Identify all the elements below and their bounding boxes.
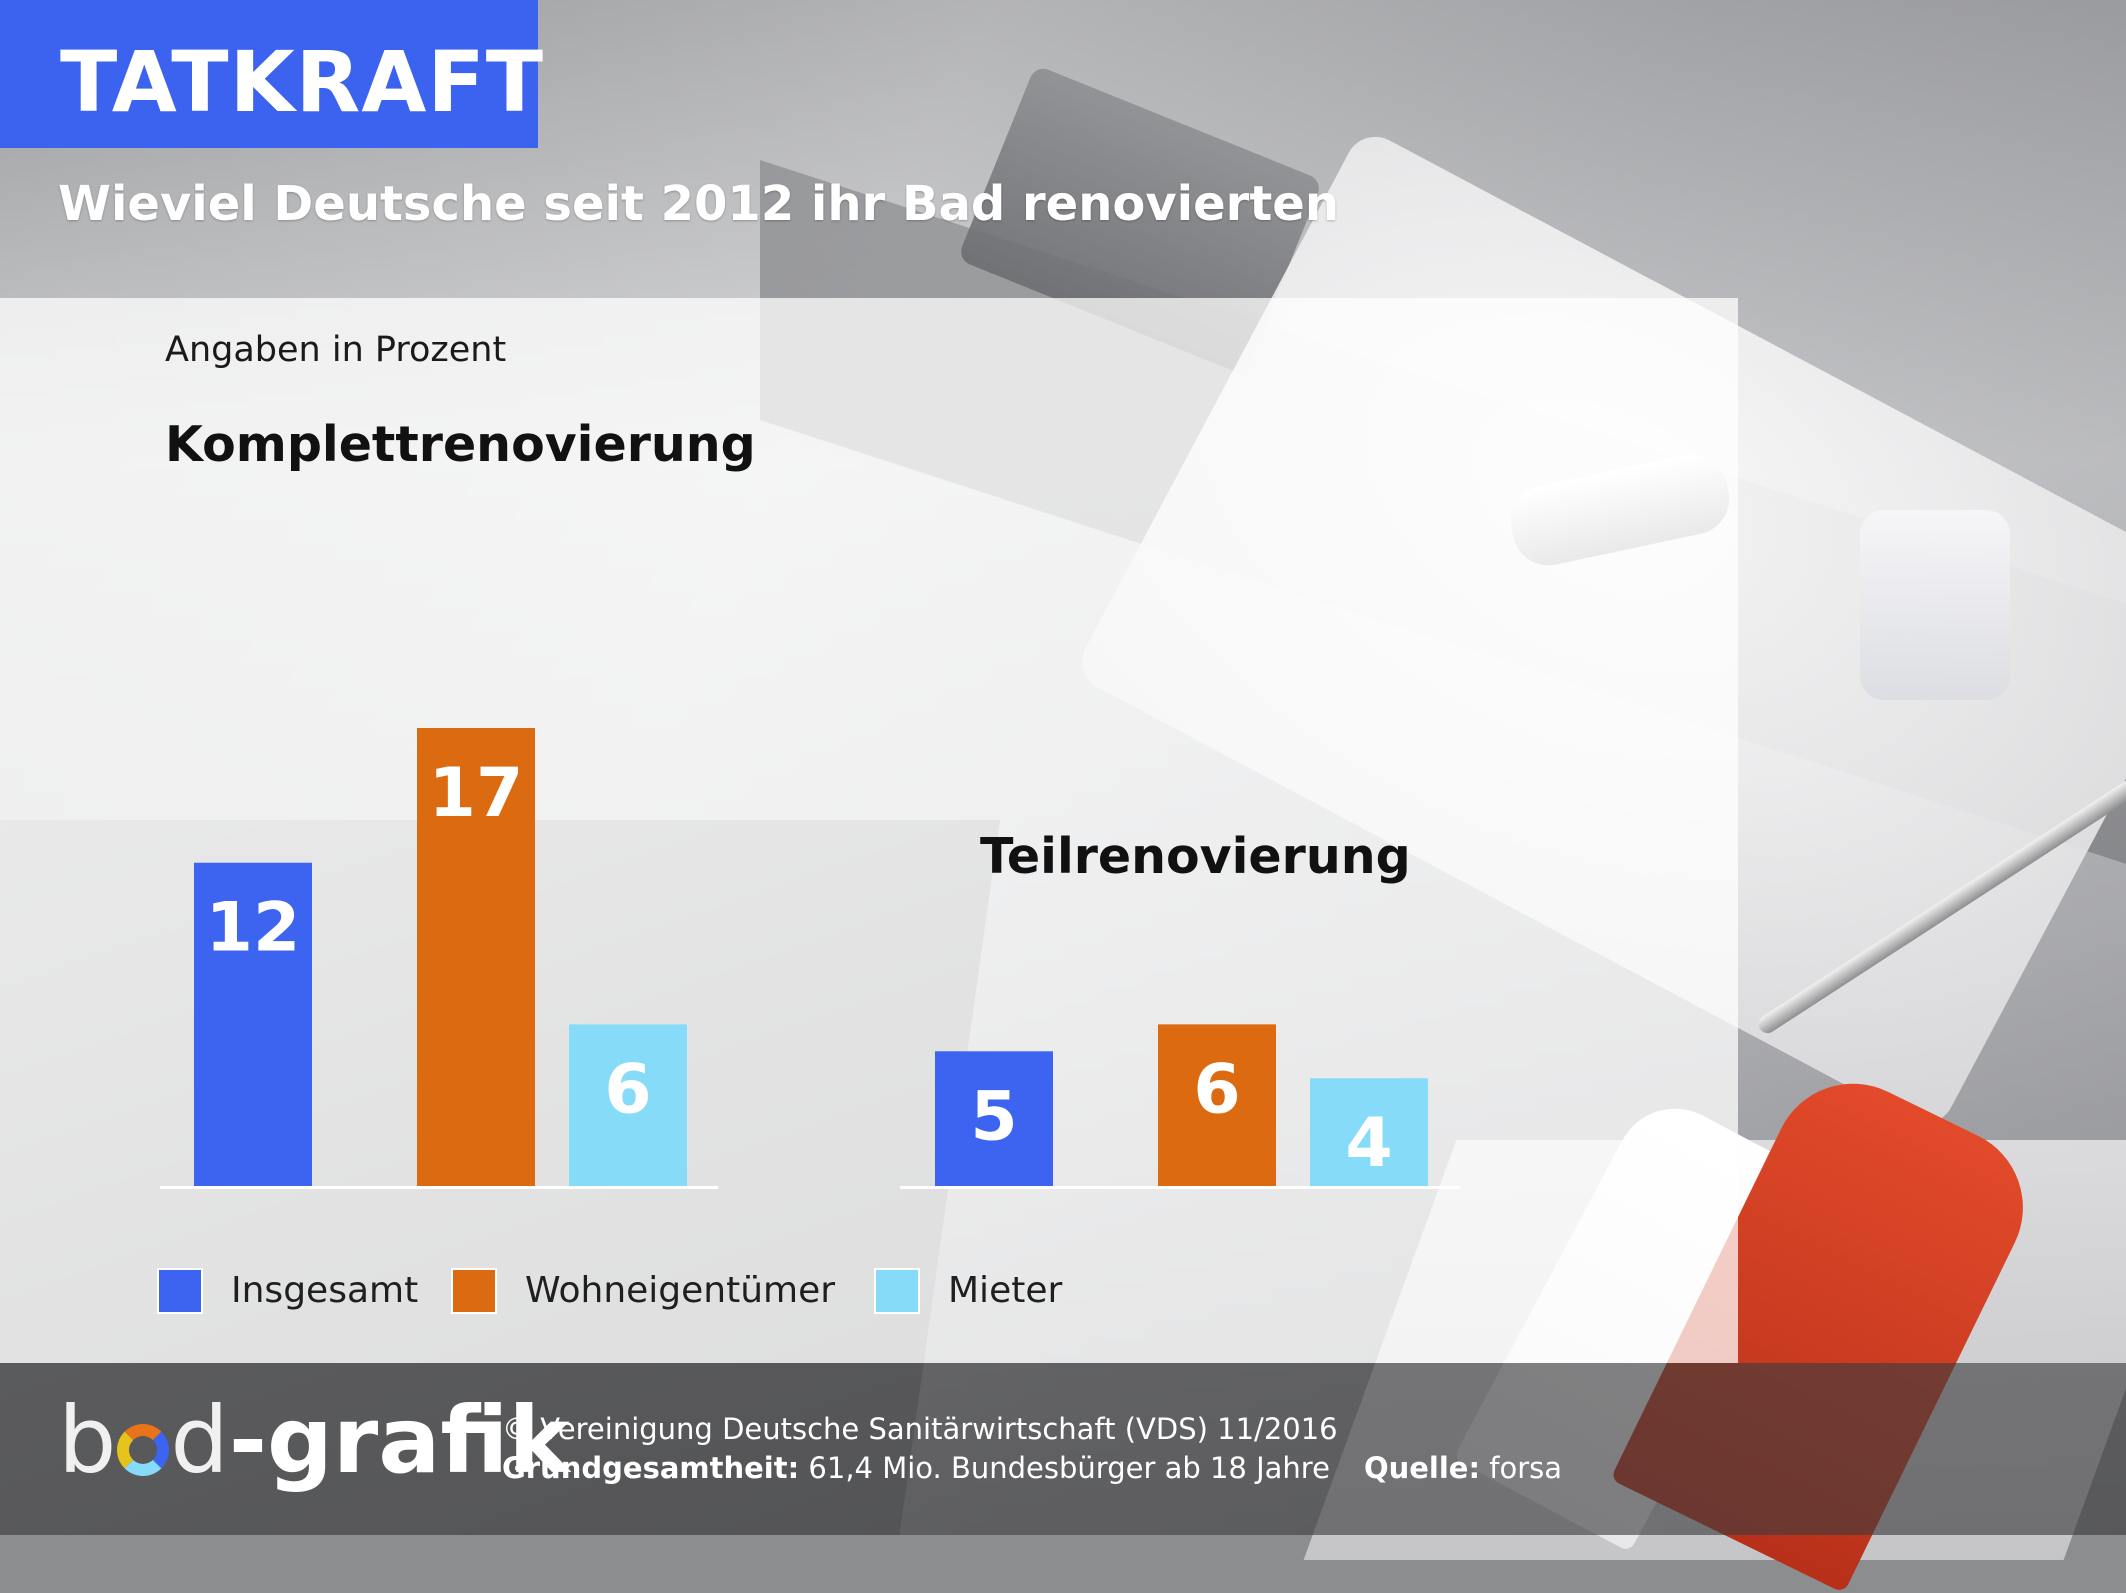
bar-mieter bbox=[1310, 1078, 1428, 1186]
footer-band bbox=[0, 1363, 2126, 1535]
data-label-wohneigentümer: 17 bbox=[429, 754, 524, 833]
bar-wohneigentümer bbox=[417, 728, 535, 1186]
data-label-wohneigentümer: 6 bbox=[1193, 1050, 1240, 1129]
population-label: Grundgesamtheit: bbox=[502, 1451, 800, 1485]
chart-title: Wieviel Deutsche seit 2012 ihr Bad renov… bbox=[58, 176, 1339, 232]
legend-label-wohneigentuemer: Wohneigentümer bbox=[525, 1270, 836, 1311]
badge-label: TATKRAFT bbox=[60, 33, 545, 131]
data-label-insgesamt: 5 bbox=[970, 1077, 1017, 1156]
data-label-mieter: 6 bbox=[604, 1050, 651, 1129]
logo-letter-d: d bbox=[170, 1387, 229, 1494]
legend-swatch-mieter bbox=[874, 1268, 920, 1314]
logo-ring-icon bbox=[117, 1424, 170, 1476]
glass-cup bbox=[1860, 510, 2010, 700]
legend-swatch-wohneigentuemer bbox=[451, 1268, 497, 1314]
data-label-insgesamt: 12 bbox=[206, 889, 301, 968]
bad-grafik-logo: b d-grafik bbox=[58, 1395, 570, 1487]
bar-insgesamt bbox=[194, 862, 312, 1186]
bar-insgesamt bbox=[935, 1051, 1053, 1186]
population-value: 61,4 Mio. Bundesbürger ab 18 Jahre bbox=[799, 1451, 1330, 1485]
population-source-line: Grundgesamtheit: 61,4 Mio. Bundesbürger … bbox=[502, 1451, 1562, 1485]
logo-letter-b: b bbox=[58, 1387, 117, 1494]
bar-group-teil: 5 6 4 bbox=[900, 1024, 1460, 1189]
source-label: Quelle: bbox=[1363, 1451, 1481, 1485]
logo-grafik: -grafik bbox=[228, 1387, 570, 1494]
legend-label-insgesamt: Insgesamt bbox=[231, 1270, 419, 1311]
legend-label-mieter: Mieter bbox=[948, 1270, 1063, 1311]
data-label-mieter: 4 bbox=[1345, 1104, 1392, 1183]
source-value: forsa bbox=[1480, 1451, 1563, 1485]
copyright-line: © Vereinigung Deutsche Sanitärwirtschaft… bbox=[502, 1412, 1338, 1446]
group-title-teil: Teilrenovierung bbox=[980, 828, 1411, 885]
legend-swatch-insgesamt bbox=[157, 1268, 203, 1314]
unit-note: Angaben in Prozent bbox=[165, 330, 507, 370]
bar-group-komplett: 12 17 6 bbox=[160, 728, 718, 1189]
bar-wohneigentümer bbox=[1158, 1024, 1276, 1186]
bar-mieter bbox=[569, 1024, 687, 1186]
bar-chart: 12 17 6 5 6 4 bbox=[160, 728, 1460, 1189]
group-title-komplett: Komplettrenovierung bbox=[165, 416, 756, 473]
category-badge: TATKRAFT bbox=[0, 0, 543, 148]
